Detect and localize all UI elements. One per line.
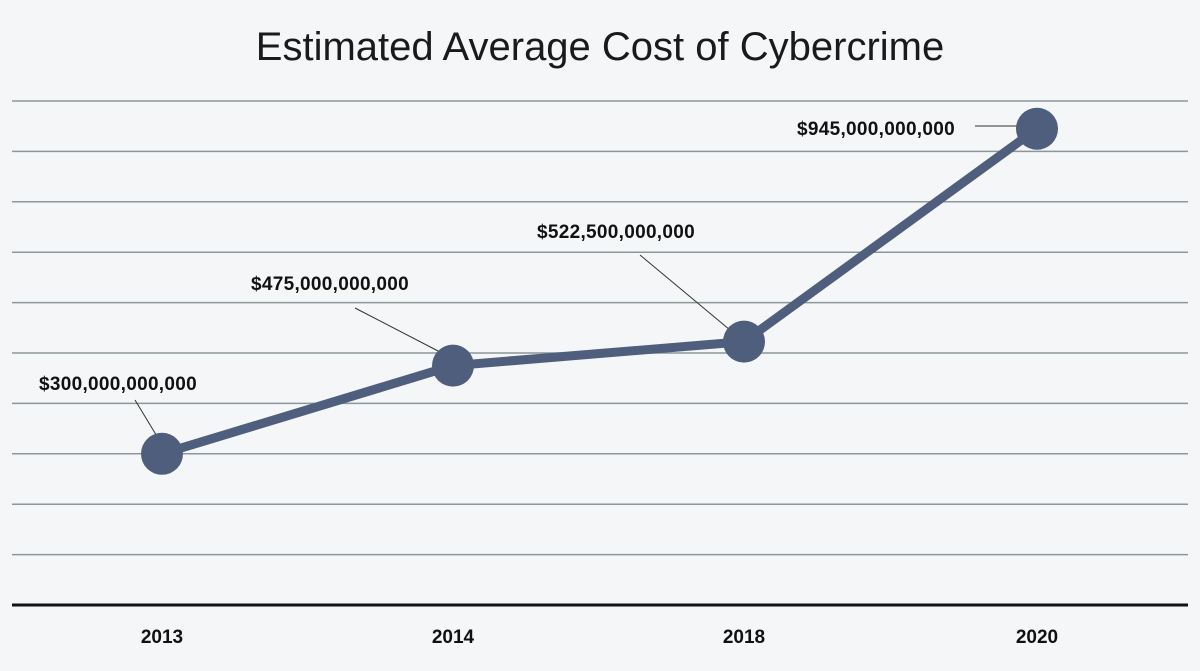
data-label: $945,000,000,000 [797,119,955,140]
label-leaders [134,125,1018,439]
x-tick-label: 2018 [723,627,765,648]
x-tick-label: 2013 [141,627,183,648]
series-line [141,107,1058,475]
label-leader [354,307,441,353]
x-tick-label: 2020 [1016,627,1058,648]
label-leader [134,399,159,439]
data-labels: $300,000,000,000 $475,000,000,000 $522,500… [39,119,955,395]
data-label: $300,000,000,000 [39,374,197,395]
chart-title: Estimated Average Cost of Cybercrime [256,25,944,69]
gridlines [12,100,1188,556]
data-label: $475,000,000,000 [251,274,409,295]
label-leader [639,254,731,331]
x-tick-labels: 2013 2014 2018 2020 [141,627,1058,648]
data-point [141,432,183,475]
data-point [1016,107,1058,150]
series-path [160,125,1040,459]
data-point [723,320,765,363]
data-point [432,344,474,387]
data-label: $522,500,000,000 [537,222,695,243]
x-tick-label: 2014 [432,627,475,648]
